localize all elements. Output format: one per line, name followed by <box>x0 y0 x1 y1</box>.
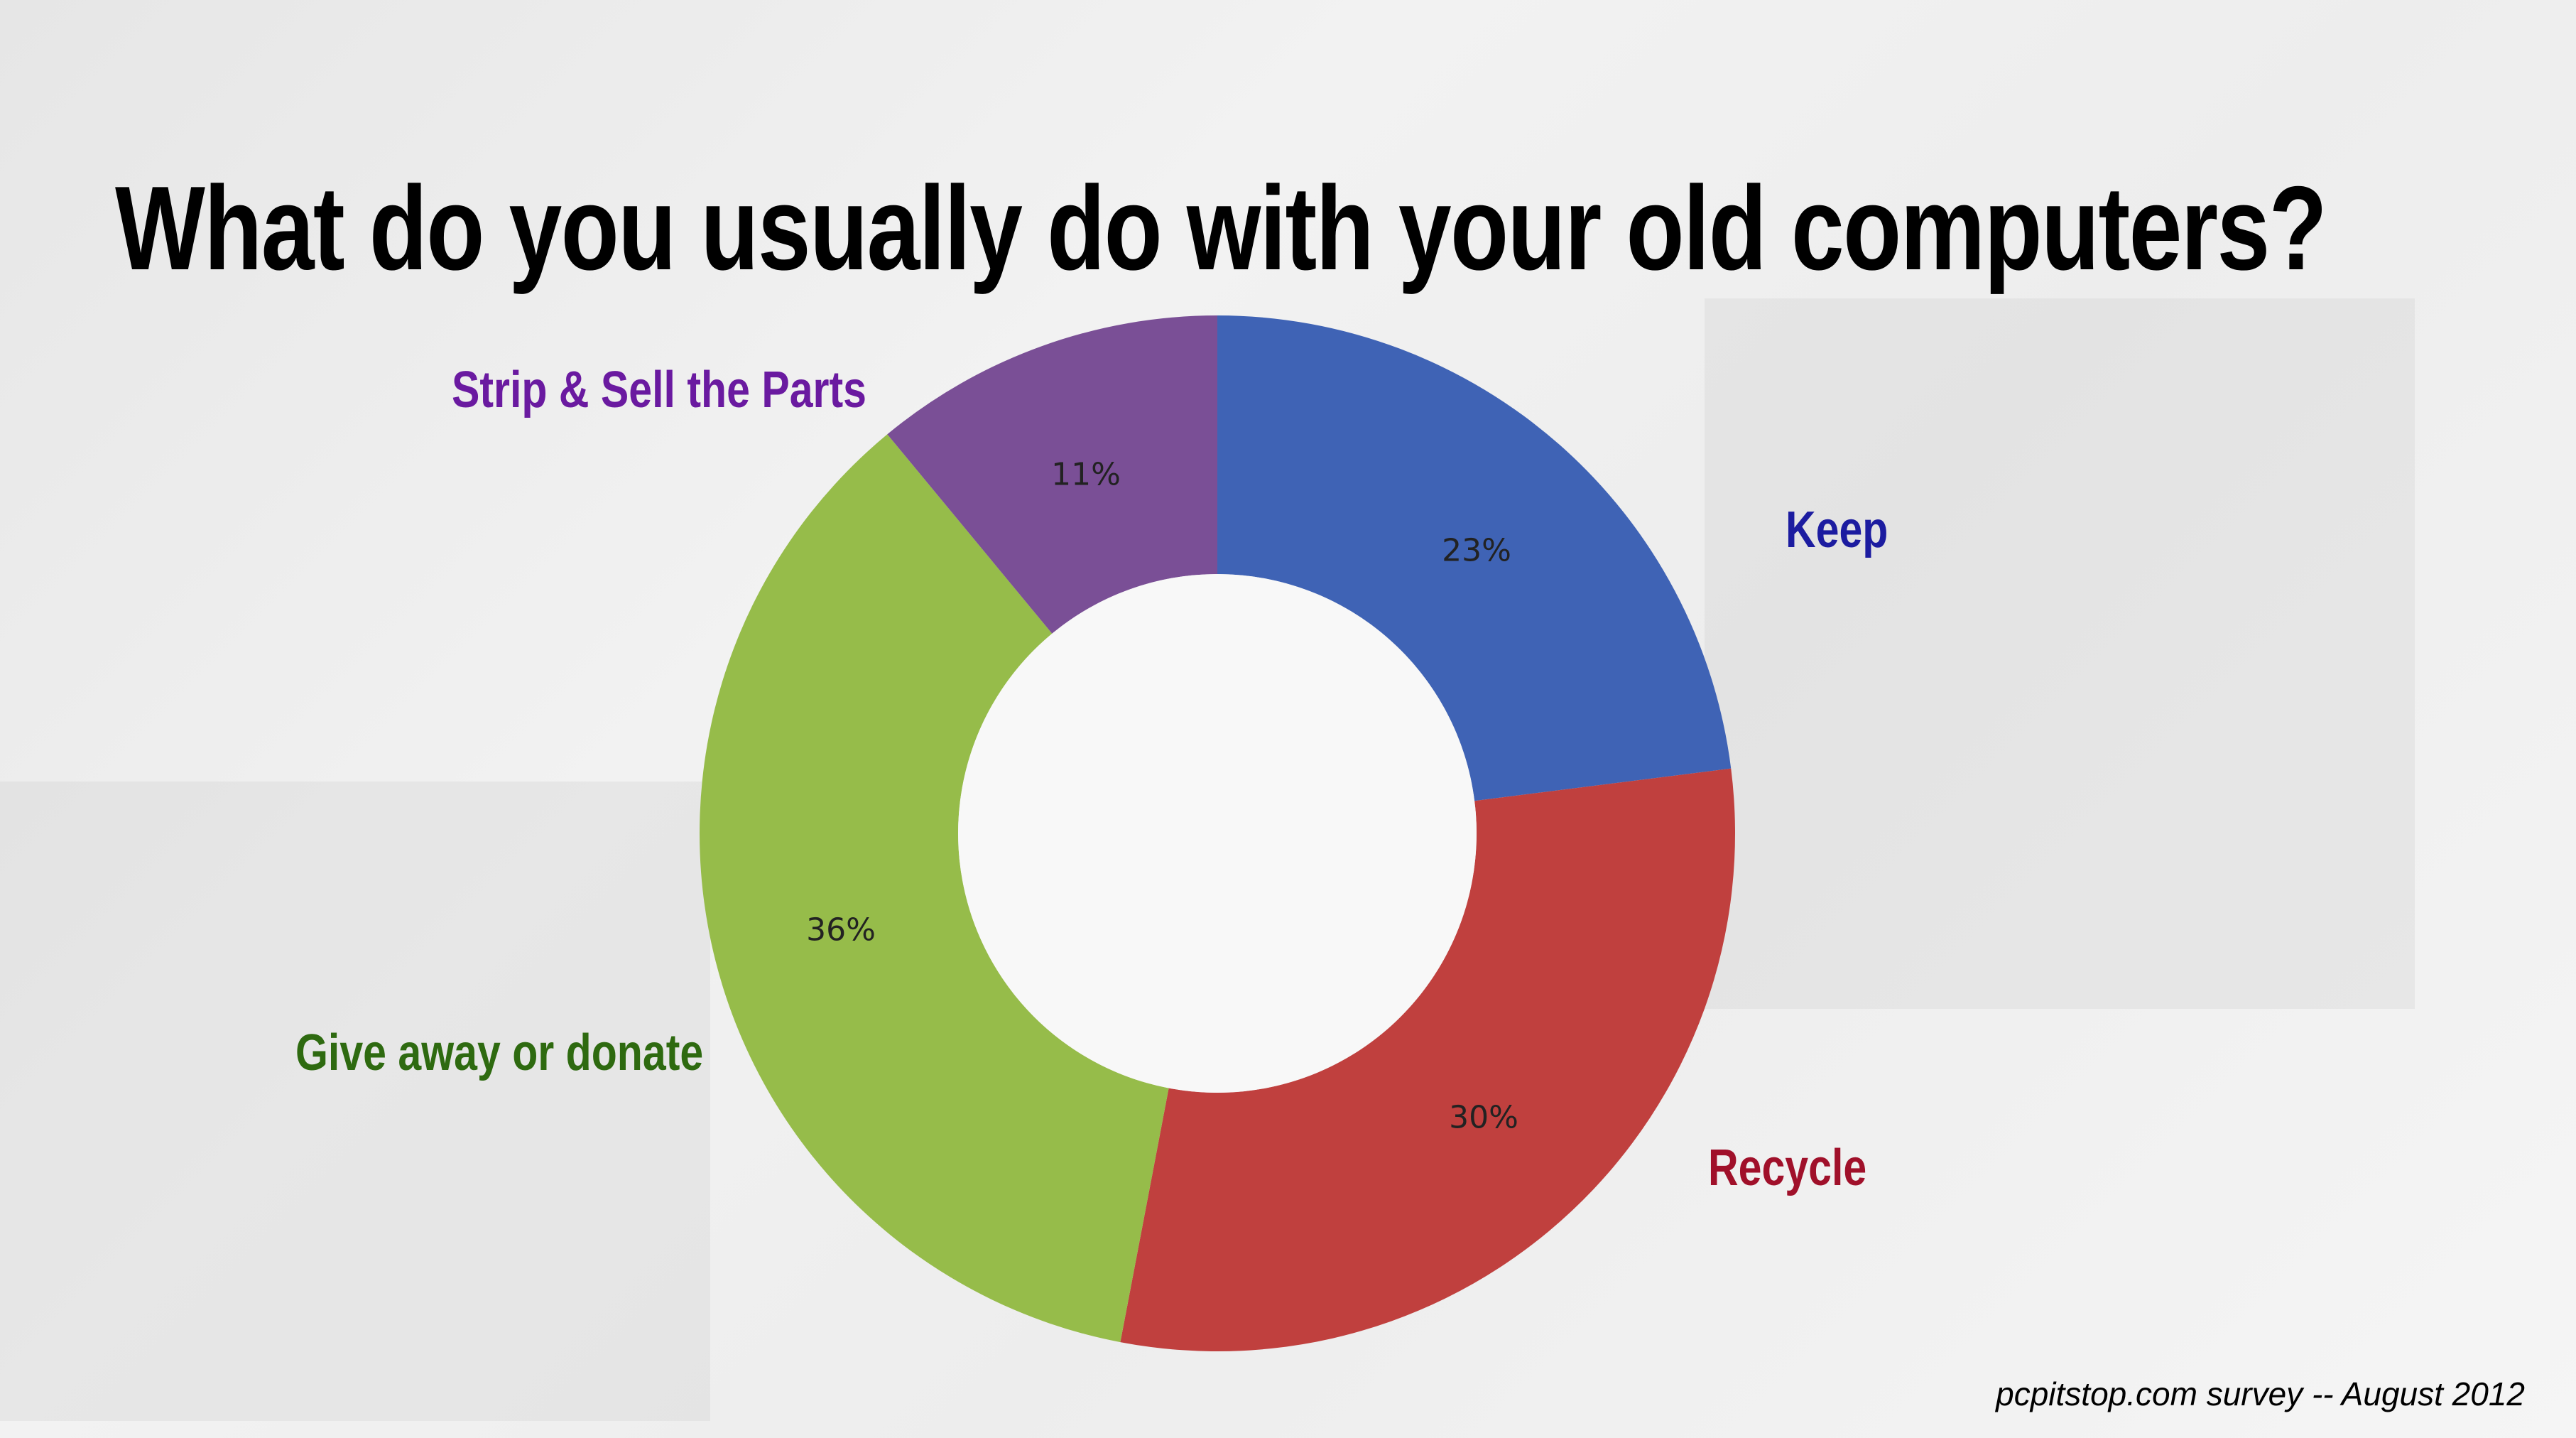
value-label-strip-sell: 11% <box>1051 456 1121 493</box>
slice-label-recycle: Recycle <box>1708 1140 1867 1196</box>
value-label-recycle: 30% <box>1449 1099 1518 1136</box>
slice-label-keep: Keep <box>1786 502 1888 558</box>
donut-hole <box>958 574 1477 1093</box>
source-footnote: pcpitstop.com survey -- August 2012 <box>1996 1375 2525 1412</box>
slice-recycle <box>1120 768 1735 1351</box>
background-photo-region <box>0 782 710 1421</box>
slice-strip-sell-the-parts <box>887 315 1217 634</box>
background-photo-region <box>1705 298 2415 1009</box>
value-label-keep: 23% <box>1442 532 1511 569</box>
chart-title: What do you usually do with your old com… <box>115 161 2327 295</box>
slice-label-strip-sell: Strip & Sell the Parts <box>452 362 867 418</box>
slice-give-away-or-donate <box>700 434 1169 1343</box>
slice-keep <box>1217 315 1732 801</box>
slice-label-give-away: Give away or donate <box>295 1025 704 1081</box>
value-label-give-away: 36% <box>806 912 876 948</box>
